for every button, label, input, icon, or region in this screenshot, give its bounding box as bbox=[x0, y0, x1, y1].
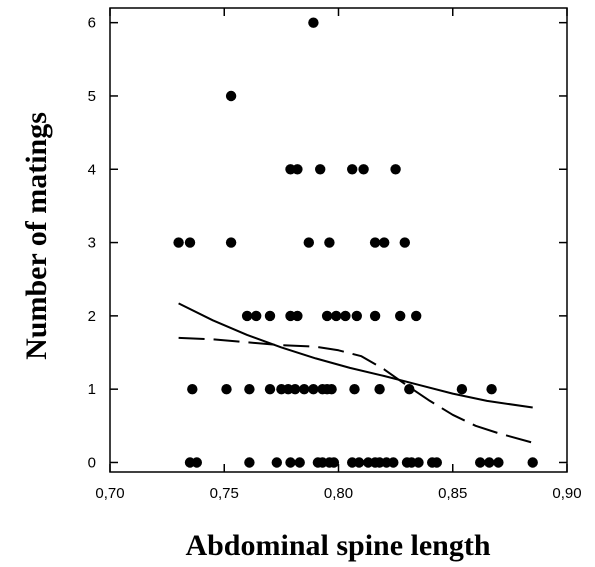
data-point bbox=[388, 457, 399, 468]
y-tick-label: 0 bbox=[88, 454, 96, 471]
data-point bbox=[244, 457, 255, 468]
data-point bbox=[484, 457, 495, 468]
x-axis: 0,70 0,75 0,80 0,85 0,90 bbox=[95, 8, 582, 502]
data-point bbox=[413, 457, 424, 468]
data-point bbox=[271, 457, 282, 468]
data-point bbox=[264, 384, 276, 395]
data-point bbox=[225, 90, 237, 102]
data-point bbox=[475, 457, 486, 468]
fit-lines bbox=[178, 302, 533, 444]
data-point bbox=[349, 384, 360, 395]
data-point bbox=[395, 310, 406, 322]
data-points bbox=[173, 17, 538, 468]
y-axis: 0 1 2 3 4 5 6 bbox=[88, 15, 567, 471]
data-point bbox=[456, 384, 468, 395]
y-tick-label: 5 bbox=[88, 88, 96, 105]
data-point bbox=[184, 237, 196, 248]
y-tick-label: 6 bbox=[88, 15, 96, 32]
data-point bbox=[369, 237, 381, 248]
data-point bbox=[326, 384, 337, 395]
data-point bbox=[289, 384, 301, 395]
y-axis-title: Number of matings bbox=[20, 112, 53, 360]
data-point bbox=[264, 310, 276, 322]
data-point bbox=[225, 237, 237, 248]
data-point bbox=[369, 310, 381, 322]
data-point bbox=[221, 384, 232, 395]
data-point bbox=[331, 310, 342, 322]
data-point bbox=[527, 457, 538, 468]
x-tick-label: 0,70 bbox=[95, 485, 124, 502]
data-point bbox=[292, 164, 303, 175]
data-point bbox=[315, 164, 326, 175]
data-point bbox=[358, 164, 369, 175]
data-point bbox=[493, 457, 504, 468]
x-tick-label: 0,75 bbox=[210, 485, 239, 502]
data-point bbox=[308, 384, 319, 395]
data-point bbox=[292, 310, 303, 322]
y-tick-label: 4 bbox=[88, 161, 96, 178]
data-point bbox=[251, 310, 262, 322]
data-point bbox=[324, 237, 335, 248]
data-point bbox=[294, 457, 305, 468]
data-point bbox=[399, 237, 410, 248]
data-point bbox=[390, 164, 401, 175]
data-point bbox=[173, 237, 184, 248]
data-point bbox=[299, 384, 310, 395]
x-tick-label: 0,85 bbox=[438, 485, 467, 502]
data-point bbox=[379, 237, 390, 248]
data-point bbox=[303, 237, 314, 248]
x-tick-label: 0,80 bbox=[324, 485, 353, 502]
data-point bbox=[374, 384, 385, 395]
data-point bbox=[191, 457, 202, 468]
x-axis-title: Abdominal spine length bbox=[185, 529, 490, 562]
data-point bbox=[187, 384, 198, 395]
data-point bbox=[353, 457, 365, 468]
data-point bbox=[241, 310, 253, 322]
data-point bbox=[340, 310, 351, 322]
data-point bbox=[321, 310, 333, 322]
data-point bbox=[285, 457, 296, 468]
data-point bbox=[411, 310, 422, 322]
data-point bbox=[308, 17, 319, 28]
data-point bbox=[404, 384, 415, 395]
data-point bbox=[244, 384, 255, 395]
data-point bbox=[347, 164, 358, 175]
data-point bbox=[431, 457, 442, 468]
data-point bbox=[328, 457, 340, 468]
x-tick-label: 0,90 bbox=[552, 485, 581, 502]
data-point bbox=[351, 310, 362, 322]
data-point bbox=[486, 384, 497, 395]
y-tick-label: 1 bbox=[88, 381, 96, 398]
solid-fit-line bbox=[178, 302, 533, 409]
dashed-fit-line bbox=[178, 336, 533, 444]
y-tick-label: 2 bbox=[88, 308, 96, 325]
y-tick-label: 3 bbox=[88, 235, 96, 252]
